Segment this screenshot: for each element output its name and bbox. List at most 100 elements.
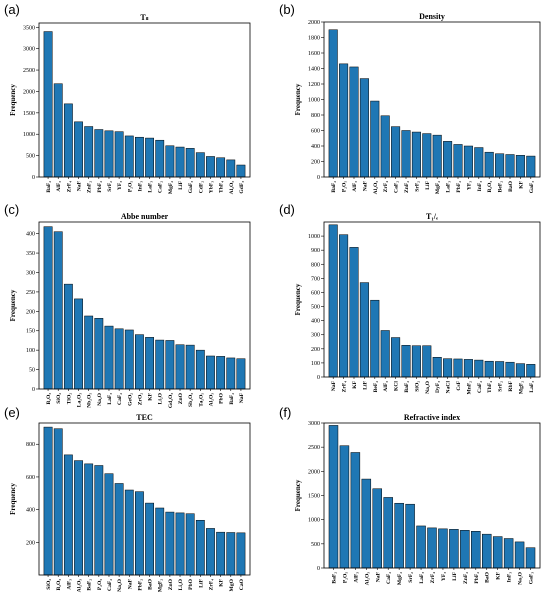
y-tick-label: 1000 — [308, 518, 320, 524]
bar — [463, 145, 473, 178]
y-tick-label: 1000 — [308, 98, 320, 104]
x-tick-label: InF₃ — [507, 572, 513, 583]
bar — [495, 153, 505, 178]
y-tick-label: 600 — [26, 475, 35, 481]
x-tick-label: GaF₃ — [188, 181, 194, 194]
x-tick-label: BaF₂ — [331, 181, 337, 193]
x-tick-label: AlF₃ — [383, 381, 389, 392]
x-tick-label: InF₃ — [137, 181, 143, 192]
x-tick-label: P₂O₅ — [342, 572, 348, 583]
y-tick-label: 500 — [26, 154, 35, 160]
x-tick-label: YbF₃ — [208, 181, 214, 194]
bar — [370, 299, 380, 378]
y-axis-label: Frequency — [9, 84, 17, 116]
x-tick-label: PbO — [219, 392, 225, 404]
x-tick-label: NaF — [77, 180, 83, 191]
x-tick-label: SiO₂ — [56, 393, 62, 404]
x-tick-label: TiO₂ — [66, 393, 72, 405]
x-tick-label: Al₂O₃ — [373, 181, 379, 195]
bar — [443, 358, 453, 378]
x-tick-label: ZrF₄ — [383, 181, 389, 193]
x-tick-label: SiO₂ — [46, 579, 52, 590]
bar — [484, 151, 494, 178]
bar — [216, 157, 226, 178]
chart-panel-6: (f) Refractive index Frequency 0 500 1000 1500… — [279, 405, 541, 586]
x-tick-label: BaO — [148, 578, 154, 590]
bar — [359, 282, 369, 378]
x-tick-label: AlF₃ — [353, 572, 359, 583]
y-axis-label: Frequency — [9, 289, 17, 321]
bar — [515, 155, 525, 178]
x-tick-label: MgF₂ — [435, 181, 441, 194]
x-tick-label: Al₂O₃ — [77, 579, 83, 593]
x-tick-label: LiF — [452, 571, 458, 580]
bar — [328, 425, 339, 569]
y-tick-label: 1400 — [308, 67, 320, 73]
bar — [438, 528, 448, 569]
y-tick-label: 800 — [311, 113, 320, 119]
bar — [226, 357, 236, 390]
y-tick-label: 1800 — [308, 36, 320, 42]
x-tick-label: Al₂O₃ — [364, 572, 370, 586]
x-tick-label: BaO — [485, 571, 491, 583]
bar — [484, 360, 494, 378]
y-tick-label: 500 — [311, 305, 320, 311]
y-tick-label: 1500 — [308, 494, 320, 500]
bar — [124, 489, 134, 576]
x-tick-label: LaF₃ — [446, 181, 452, 193]
bar — [175, 344, 185, 390]
x-tick-label: Al₂O₃ — [229, 181, 235, 195]
bar — [380, 115, 390, 178]
x-tick-label: DyF₃ — [435, 381, 441, 393]
bar — [350, 452, 361, 569]
y-tick-label: 0 — [317, 375, 320, 381]
bar — [339, 63, 349, 178]
bar — [84, 315, 94, 390]
bar — [175, 146, 185, 178]
y-tick-label: 1000 — [308, 234, 320, 240]
bar — [155, 339, 165, 390]
x-tick-label: SrF₂ — [414, 181, 420, 192]
bar — [74, 460, 83, 576]
bar — [84, 463, 94, 576]
x-tick-label: NaF — [127, 578, 133, 589]
x-tick-label: P₂O₅ — [127, 181, 133, 192]
bar — [145, 137, 154, 178]
bar — [432, 357, 442, 378]
bar — [53, 231, 63, 390]
bar — [145, 502, 154, 576]
bar — [114, 483, 124, 576]
bar — [471, 531, 481, 569]
x-tick-label: YF₃ — [466, 181, 472, 190]
bar — [359, 78, 369, 178]
bar — [525, 547, 536, 569]
plot-frame — [323, 21, 541, 178]
x-tick-label: Na₂O — [117, 578, 123, 592]
x-tick-label: CsF — [456, 380, 462, 390]
bar — [505, 154, 515, 178]
x-tick-label: NaF — [362, 180, 368, 191]
y-tick-label: 200 — [26, 309, 35, 315]
bar — [474, 359, 484, 378]
x-tick-label: P₂O₅ — [97, 579, 103, 590]
plot-frame — [38, 422, 251, 576]
bar — [391, 126, 401, 178]
bar — [155, 139, 165, 178]
y-tick-label: 400 — [311, 319, 320, 325]
x-tick-label: GdF₃ — [239, 181, 245, 194]
x-tick-label: GaF₃ — [529, 181, 535, 194]
bar — [427, 527, 437, 569]
x-tick-label: KCl — [394, 381, 400, 391]
bar — [422, 133, 432, 178]
x-tick-label: NaF — [331, 380, 337, 391]
bar — [165, 145, 175, 178]
bar — [383, 497, 393, 569]
x-tick-label: LaF₃ — [419, 572, 425, 584]
plot-frame — [323, 221, 541, 378]
y-axis-label: Frequency — [294, 479, 302, 511]
bar — [165, 340, 175, 390]
bar — [328, 29, 338, 178]
bar — [339, 234, 349, 378]
y-tick-label: 600 — [311, 290, 320, 296]
bar — [104, 473, 114, 576]
